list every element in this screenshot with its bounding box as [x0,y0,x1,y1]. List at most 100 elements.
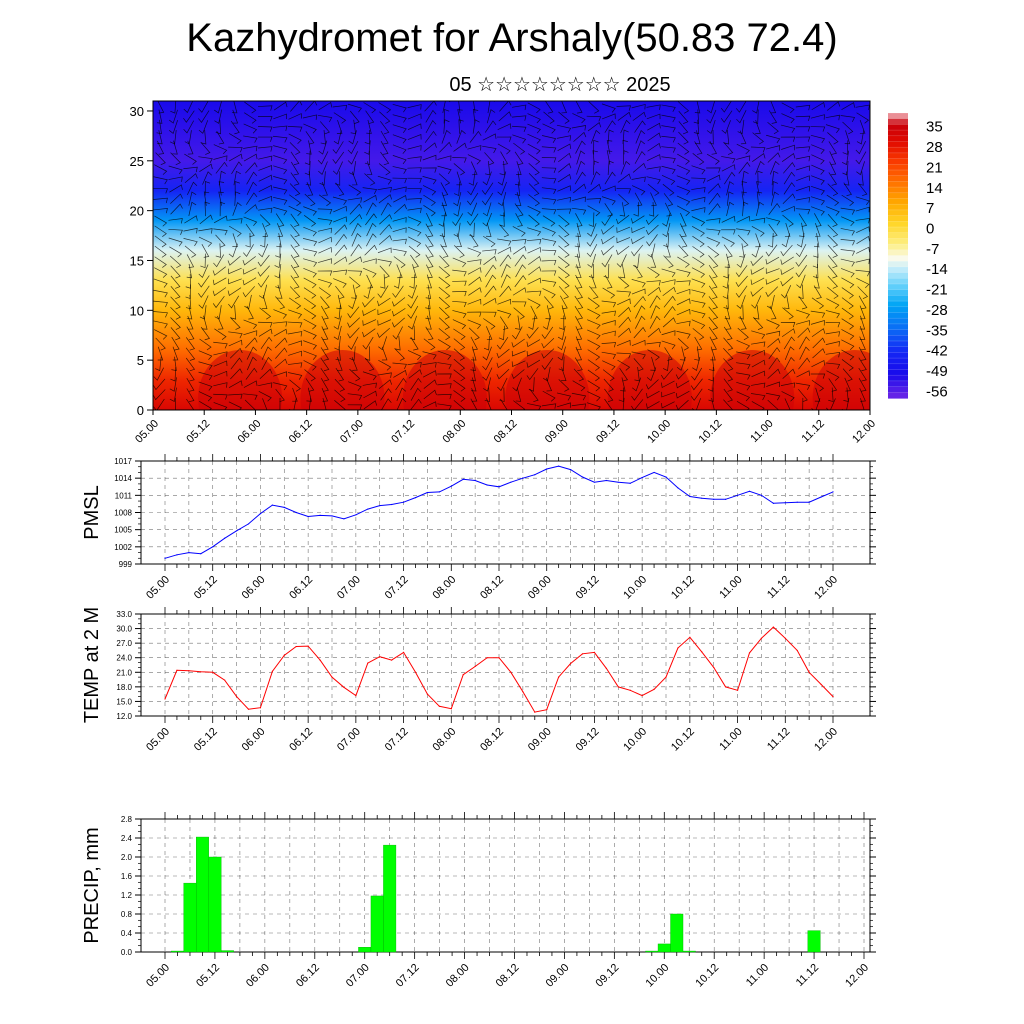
wind-barb [825,362,841,370]
wind-barb [783,336,795,350]
wind-barb [631,377,642,392]
temp-data-point [307,645,309,647]
wind-barb [858,367,867,382]
wind-barb [810,320,825,326]
wind-barb [288,205,302,217]
wind-barb [317,114,333,123]
x-tick-label: 08.00 [444,962,472,990]
pmsl-data-point [820,496,822,498]
wind-barb [632,253,640,269]
y-tick-label: 0 [137,403,144,418]
temp-data-point [725,686,727,688]
y-tick-label: 18.0 [116,683,132,692]
wind-barb [407,315,417,330]
wind-barb [453,369,466,382]
wind-barb [768,223,778,238]
wind-barb [302,238,318,247]
wind-barb [453,379,466,392]
x-tick-label: 07.12 [389,418,417,446]
wind-barb [795,115,811,122]
wind-barb [377,247,392,254]
pmsl-data-point [593,481,596,483]
wind-barb [392,177,407,184]
wind-barb [616,187,632,194]
wind-barb [334,244,348,256]
x-tick-label: 10.00 [621,726,649,754]
temp-data-point [522,691,524,693]
wind-barb [320,378,329,392]
wind-barb [258,146,273,152]
x-tick-label: 09.12 [574,726,602,754]
wind-barb [486,398,492,410]
x-tick-label: 09.00 [526,726,554,754]
wind-barb [199,338,212,351]
wind-barb [407,188,422,194]
wind-barb [784,222,791,237]
wind-barb [766,381,780,387]
wind-barb [691,267,706,278]
wind-barb [691,225,705,237]
temp-data-point [343,686,345,688]
wind-barb [617,173,632,183]
wind-barb [647,142,661,152]
wind-barb [780,256,794,265]
wind-barb [766,319,780,330]
x-tick-label: 11.00 [717,726,744,753]
wind-barb [422,167,437,173]
wind-barb [153,320,168,329]
wind-barb [515,315,521,330]
wind-barb [466,213,479,226]
wind-barb [618,316,631,328]
colorbar-swatch [888,369,908,376]
wind-barb [408,245,421,258]
wind-barb [245,223,255,238]
wind-barb [576,160,586,175]
wind-barb [751,226,765,237]
wind-barb [856,226,870,234]
wind-barb [859,388,866,402]
pmsl-data-point [438,491,440,493]
wind-barb [481,182,494,195]
wind-barb [438,339,451,351]
wind-barb [227,267,242,275]
wind-barb [662,212,671,227]
wind-barb [362,382,377,389]
wind-barb [318,140,328,155]
wind-barb [676,330,691,339]
wind-barb [424,130,437,143]
wind-barb [244,101,257,114]
wind-barb [587,308,601,320]
wind-barb [453,163,466,176]
colorbar-swatch [888,255,908,262]
wind-barb [645,214,659,226]
wind-barb [694,101,701,114]
wind-barb [467,202,478,217]
wind-barb [541,187,557,195]
wind-barb [678,131,689,145]
wind-barb [742,201,749,217]
colorbar-swatch [888,375,908,382]
wind-barb [619,367,629,382]
wind-barb [541,157,557,163]
wind-barb [453,142,467,152]
pmsl-data-point [164,557,166,559]
wind-barb [663,255,674,269]
pmsl-data-point [832,491,834,493]
wind-barb [198,120,209,134]
y-tick-label: 999 [119,560,133,569]
wind-barb [392,238,407,245]
wind-barb [380,141,389,155]
y-tick-label: 20 [130,204,144,219]
pmsl-data-point [450,485,452,487]
x-tick-label: 12.00 [843,962,871,990]
wind-barb [575,140,586,154]
wind-barb [602,287,616,299]
wind-barb [706,153,720,165]
wind-barb [228,133,242,145]
wind-barb [168,237,183,247]
wind-barb [215,161,228,174]
pmsl-data-point [510,481,512,483]
x-tick-label: 10.00 [621,574,649,602]
wind-barb [781,205,796,213]
wind-barb [362,336,374,350]
